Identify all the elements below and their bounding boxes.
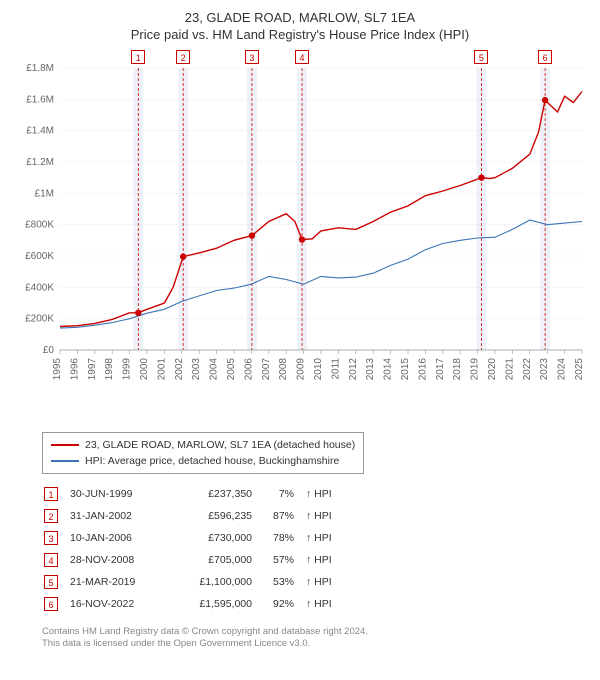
svg-text:£200K: £200K (25, 314, 54, 325)
transaction-price: £596,235 (172, 506, 262, 526)
attribution-line2: This data is licensed under the Open Gov… (42, 638, 588, 650)
transaction-price: £705,000 (172, 550, 262, 570)
svg-text:2017: 2017 (435, 358, 446, 381)
svg-text:2012: 2012 (348, 358, 359, 381)
svg-text:1997: 1997 (87, 358, 98, 381)
transaction-marker: 3 (44, 531, 58, 545)
transaction-pct: 87% (264, 506, 304, 526)
svg-text:2022: 2022 (522, 358, 533, 381)
transaction-marker: 1 (44, 487, 58, 501)
legend-item: HPI: Average price, detached house, Buck… (51, 453, 355, 469)
svg-text:1995: 1995 (52, 358, 63, 381)
legend-item: 23, GLADE ROAD, MARLOW, SL7 1EA (detache… (51, 437, 355, 453)
transaction-marker: 4 (44, 553, 58, 567)
svg-text:2008: 2008 (278, 358, 289, 381)
chart-marker: 1 (131, 50, 145, 64)
transaction-hpi: ↑ HPI (306, 594, 342, 614)
table-row: 4 28-NOV-2008£705,00057%↑ HPI (44, 550, 342, 570)
transaction-date: 16-NOV-2022 (70, 594, 170, 614)
legend-swatch (51, 444, 79, 446)
table-row: 5 21-MAR-2019£1,100,00053%↑ HPI (44, 572, 342, 592)
transaction-pct: 7% (264, 484, 304, 504)
transaction-pct: 53% (264, 572, 304, 592)
svg-text:2001: 2001 (156, 358, 167, 381)
transaction-hpi: ↑ HPI (306, 528, 342, 548)
transaction-pct: 57% (264, 550, 304, 570)
table-row: 6 16-NOV-2022£1,595,00092%↑ HPI (44, 594, 342, 614)
transaction-marker: 2 (44, 509, 58, 523)
svg-text:2021: 2021 (504, 358, 515, 381)
svg-text:2019: 2019 (470, 358, 481, 381)
svg-text:1996: 1996 (69, 358, 80, 381)
svg-text:£0: £0 (43, 345, 55, 356)
svg-text:2002: 2002 (174, 358, 185, 381)
chart-marker: 5 (474, 50, 488, 64)
svg-text:£800K: £800K (25, 220, 54, 231)
transaction-hpi: ↑ HPI (306, 484, 342, 504)
svg-text:2023: 2023 (539, 358, 550, 381)
svg-text:2014: 2014 (383, 358, 394, 381)
transaction-date: 30-JUN-1999 (70, 484, 170, 504)
table-row: 1 30-JUN-1999£237,3507%↑ HPI (44, 484, 342, 504)
chart-title: 23, GLADE ROAD, MARLOW, SL7 1EA (12, 10, 588, 25)
transaction-price: £730,000 (172, 528, 262, 548)
transaction-date: 31-JAN-2002 (70, 506, 170, 526)
legend-label: 23, GLADE ROAD, MARLOW, SL7 1EA (detache… (85, 439, 355, 451)
table-row: 3 10-JAN-2006£730,00078%↑ HPI (44, 528, 342, 548)
svg-text:2009: 2009 (296, 358, 307, 381)
svg-text:2013: 2013 (365, 358, 376, 381)
transaction-date: 10-JAN-2006 (70, 528, 170, 548)
svg-text:2006: 2006 (243, 358, 254, 381)
transaction-hpi: ↑ HPI (306, 550, 342, 570)
chart-subtitle: Price paid vs. HM Land Registry's House … (12, 27, 588, 42)
svg-text:2015: 2015 (400, 358, 411, 381)
chart-marker: 2 (176, 50, 190, 64)
chart-marker: 3 (245, 50, 259, 64)
transaction-marker: 5 (44, 575, 58, 589)
svg-text:1998: 1998 (104, 358, 115, 381)
svg-text:£1.4M: £1.4M (26, 126, 54, 137)
svg-text:2020: 2020 (487, 358, 498, 381)
transaction-hpi: ↑ HPI (306, 572, 342, 592)
svg-text:£1.2M: £1.2M (26, 157, 54, 168)
chart-marker: 4 (295, 50, 309, 64)
svg-text:£1.6M: £1.6M (26, 94, 54, 105)
svg-text:2007: 2007 (261, 358, 272, 381)
svg-text:2000: 2000 (139, 358, 150, 381)
svg-text:£600K: £600K (25, 251, 54, 262)
svg-text:2024: 2024 (557, 358, 568, 381)
svg-text:£1M: £1M (35, 188, 54, 199)
svg-text:2003: 2003 (191, 358, 202, 381)
svg-text:2010: 2010 (313, 358, 324, 381)
transactions-table: 130-JUN-1999£237,3507%↑ HPI231-JAN-2002£… (42, 482, 344, 616)
attribution: Contains HM Land Registry data © Crown c… (42, 626, 588, 651)
transaction-hpi: ↑ HPI (306, 506, 342, 526)
transaction-pct: 78% (264, 528, 304, 548)
transaction-marker: 6 (44, 597, 58, 611)
chart-area: £0 £200K £400K £600K £800K £1M £1.2M £1.4M £1.6M… (12, 50, 588, 420)
chart-marker: 6 (538, 50, 552, 64)
attribution-line1: Contains HM Land Registry data © Crown c… (42, 626, 588, 638)
legend-swatch (51, 460, 79, 462)
svg-text:2011: 2011 (330, 358, 341, 380)
transaction-date: 28-NOV-2008 (70, 550, 170, 570)
svg-text:2005: 2005 (226, 358, 237, 381)
svg-text:2025: 2025 (574, 358, 585, 381)
transaction-date: 21-MAR-2019 (70, 572, 170, 592)
svg-text:2016: 2016 (417, 358, 428, 381)
transaction-price: £1,100,000 (172, 572, 262, 592)
table-row: 2 31-JAN-2002£596,23587%↑ HPI (44, 506, 342, 526)
svg-text:£400K: £400K (25, 282, 54, 293)
svg-text:£1.8M: £1.8M (26, 63, 54, 74)
svg-text:1999: 1999 (122, 358, 133, 381)
legend-label: HPI: Average price, detached house, Buck… (85, 455, 339, 467)
transaction-price: £237,350 (172, 484, 262, 504)
transaction-pct: 92% (264, 594, 304, 614)
svg-text:2004: 2004 (209, 358, 220, 381)
legend: 23, GLADE ROAD, MARLOW, SL7 1EA (detache… (42, 432, 364, 474)
transaction-price: £1,595,000 (172, 594, 262, 614)
svg-text:2018: 2018 (452, 358, 463, 381)
